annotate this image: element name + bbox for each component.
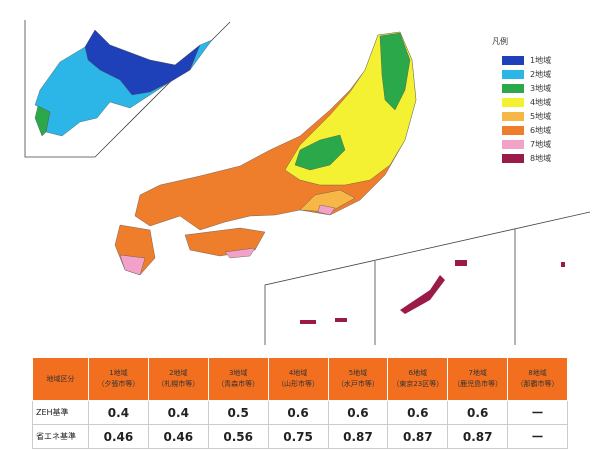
legend-swatch bbox=[502, 153, 524, 163]
legend: 凡例 1地域 2地域 3地域 4地域 5地域 6地域 7地域 8地域 bbox=[488, 36, 564, 165]
island bbox=[300, 320, 316, 324]
header-row: 地域区分 1地域 （夕張市等） 2地域 （札幌市等） 3地域 （青森市等） 4地域 （山形市等… bbox=[32, 357, 568, 401]
legend-label: 8地域 bbox=[530, 153, 552, 163]
zone-example: （那覇市等） bbox=[516, 380, 559, 388]
legend-items: 1地域 2地域 3地域 4地域 5地域 6地域 7地域 8地域 bbox=[488, 53, 564, 165]
row-label: ZEH基準 bbox=[32, 400, 89, 425]
table-cell: 0.6 bbox=[267, 400, 329, 425]
legend-swatch bbox=[502, 69, 524, 79]
table-cell: 0.46 bbox=[147, 424, 209, 449]
column-header: 1地域 （夕張市等） bbox=[88, 357, 149, 401]
legend-item: 3地域 bbox=[488, 81, 564, 95]
island bbox=[400, 275, 445, 314]
table-row: 省エネ基準 0.46 0.46 0.56 0.75 0.87 0.87 0.87 ー bbox=[32, 424, 568, 449]
zone-area bbox=[34, 105, 51, 137]
zone-name: 5地域 bbox=[348, 369, 368, 377]
legend-label: 4地域 bbox=[530, 97, 552, 107]
table-cell: 0.6 bbox=[447, 400, 509, 425]
legend-label: 7地域 bbox=[530, 139, 552, 149]
zone-name: 6地域 bbox=[408, 369, 428, 377]
zone-area bbox=[224, 247, 256, 259]
legend-title: 凡例 bbox=[492, 37, 508, 46]
zone-name: 3地域 bbox=[228, 369, 248, 377]
column-header: 2地域 （札幌市等） bbox=[147, 357, 209, 401]
zone-example: （東京23区等） bbox=[392, 380, 444, 388]
table-body: ZEH基準 0.4 0.4 0.5 0.6 0.6 0.6 0.6 ー省エネ基準 0.46 0.46… bbox=[32, 400, 568, 449]
zone-name: 1地域 bbox=[109, 369, 128, 377]
zone-name: 4地域 bbox=[288, 369, 308, 377]
legend-item: 4地域 bbox=[488, 95, 564, 109]
column-header: 5地域 （水戸市等） bbox=[327, 357, 389, 401]
table: 地域区分 1地域 （夕張市等） 2地域 （札幌市等） 3地域 （青森市等） 4地域 （山形市等… bbox=[32, 357, 568, 449]
table-cell: 0.5 bbox=[207, 400, 269, 425]
legend-item: 8地域 bbox=[488, 151, 564, 165]
okinawa-frame bbox=[264, 211, 591, 345]
legend-swatch bbox=[502, 111, 524, 121]
legend-item: 6地域 bbox=[488, 123, 564, 137]
legend-swatch bbox=[502, 125, 524, 135]
column-header: 8地域 （那覇市等） bbox=[507, 357, 568, 401]
shikoku bbox=[184, 227, 266, 257]
okinawa bbox=[300, 260, 565, 324]
zone-example: （札幌市等） bbox=[157, 380, 200, 388]
legend-item: 5地域 bbox=[488, 109, 564, 123]
table-cell: 0.75 bbox=[267, 424, 329, 449]
hokkaido bbox=[34, 29, 213, 137]
legend-label: 5地域 bbox=[530, 111, 552, 121]
legend-label: 2地域 bbox=[530, 69, 552, 79]
zone-area bbox=[84, 29, 201, 96]
legend-label: 6地域 bbox=[530, 125, 552, 135]
legend-item: 1地域 bbox=[488, 53, 564, 67]
zone-area bbox=[379, 32, 411, 111]
zone-area bbox=[294, 134, 346, 171]
row-label: 省エネ基準 bbox=[32, 424, 89, 449]
table-cell: 0.4 bbox=[147, 400, 209, 425]
legend-item: 7地域 bbox=[488, 137, 564, 151]
legend-label: 1地域 bbox=[530, 55, 552, 65]
island bbox=[335, 318, 347, 322]
honshu bbox=[114, 31, 417, 276]
island bbox=[561, 262, 565, 267]
table-row: ZEH基準 0.4 0.4 0.5 0.6 0.6 0.6 0.6 ー bbox=[32, 400, 568, 425]
zone-example: （青森市等） bbox=[217, 380, 260, 388]
zone-area bbox=[317, 204, 336, 216]
column-header: 7地域 （鹿児島市等） bbox=[447, 357, 509, 401]
legend-swatch bbox=[502, 139, 524, 149]
legend-label: 3地域 bbox=[530, 83, 552, 93]
legend-swatch bbox=[502, 97, 524, 107]
legend-item: 2地域 bbox=[488, 67, 564, 81]
zone-example: （鹿児島市等） bbox=[453, 380, 503, 388]
column-header: 6地域 （東京23区等） bbox=[387, 357, 449, 401]
zone-example: （水戸市等） bbox=[336, 380, 379, 388]
table-cell: 0.6 bbox=[327, 400, 389, 425]
hokkaido-frame bbox=[24, 20, 231, 158]
table-cell: ー bbox=[507, 424, 568, 449]
table-cell: 0.56 bbox=[207, 424, 269, 449]
zone-example: （山形市等） bbox=[277, 380, 320, 388]
map bbox=[24, 20, 591, 345]
table-cell: 0.87 bbox=[327, 424, 389, 449]
table-cell: 0.6 bbox=[387, 400, 449, 425]
legend-swatch bbox=[502, 83, 524, 93]
legend-swatch bbox=[502, 55, 524, 65]
zone-example: （夕張市等） bbox=[97, 380, 140, 388]
zone-name: 8地域 bbox=[528, 369, 547, 377]
table-cell: 0.87 bbox=[447, 424, 509, 449]
column-header: 3地域 （青森市等） bbox=[207, 357, 269, 401]
zone-name: 7地域 bbox=[468, 369, 487, 377]
zone-area bbox=[119, 254, 146, 276]
table-cell: ー bbox=[507, 400, 568, 425]
inset-frames bbox=[24, 20, 591, 345]
zone-name: 2地域 bbox=[169, 369, 188, 377]
table-cell: 0.4 bbox=[88, 400, 149, 425]
island bbox=[455, 260, 467, 266]
column-header: 4地域 （山形市等） bbox=[267, 357, 329, 401]
table-cell: 0.87 bbox=[387, 424, 449, 449]
table-cell: 0.46 bbox=[88, 424, 149, 449]
corner-cell: 地域区分 bbox=[32, 357, 89, 401]
